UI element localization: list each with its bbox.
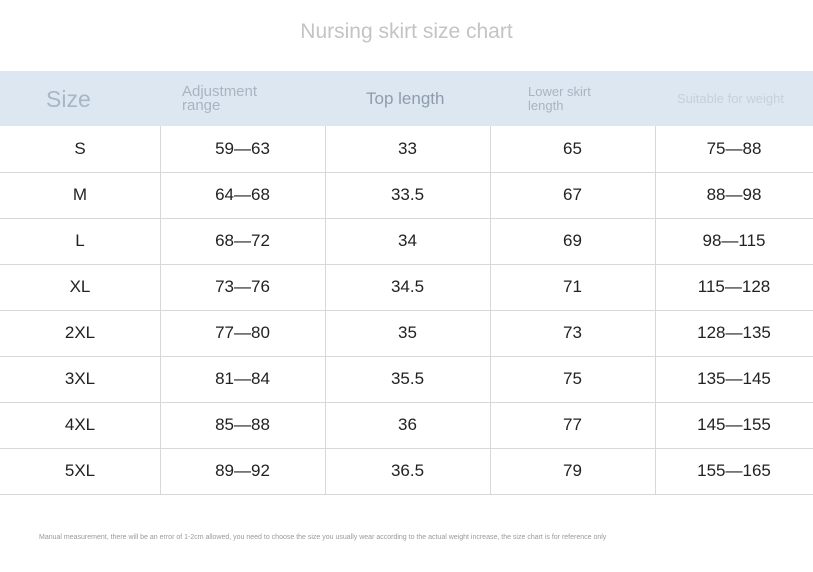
- row-divider: [0, 218, 813, 219]
- row-divider: [0, 494, 813, 495]
- table-cell: 73: [563, 323, 582, 342]
- row-divider: [0, 356, 813, 357]
- table-cell: 3XL: [64, 369, 96, 388]
- table-cell: 81—84: [215, 369, 270, 388]
- table-cell: 75: [563, 369, 582, 388]
- table-cell: 73—76: [215, 277, 270, 296]
- row-divider: [0, 310, 813, 311]
- table-cell: 135—145: [697, 369, 771, 388]
- table-cell: 128—135: [697, 323, 771, 342]
- column-divider: [325, 126, 326, 494]
- table-cell: 145—155: [697, 415, 771, 434]
- column-divider: [655, 126, 656, 494]
- table-cell: 98—115: [702, 231, 766, 250]
- column-divider: [160, 126, 161, 494]
- table-cell: 35: [398, 323, 417, 342]
- table-cell: 71: [563, 277, 582, 296]
- header-cell: Size: [46, 85, 91, 112]
- table-cell: 89—92: [215, 461, 270, 480]
- table-cell: L: [75, 231, 85, 250]
- row-divider: [0, 172, 813, 173]
- footnote: Manual measurement, there will be an err…: [39, 534, 607, 541]
- table-cell: 77—80: [215, 323, 270, 342]
- table-cell: 33.5: [390, 185, 425, 204]
- table-cell: 36: [398, 415, 417, 434]
- table-cell: 77: [563, 415, 582, 434]
- table-cell: M: [72, 185, 88, 204]
- table-cell: 68—72: [215, 231, 270, 250]
- table-cell: 67: [563, 185, 582, 204]
- table-cell: 33: [398, 139, 417, 158]
- header-cell: Top length: [366, 88, 445, 108]
- table-cell: XL: [69, 277, 91, 296]
- table-cell: 59—63: [215, 139, 270, 158]
- title: Nursing skirt size chart: [300, 20, 513, 43]
- table-cell: 69: [563, 231, 582, 250]
- table-cell: 115—128: [697, 277, 771, 296]
- table-cell: 65: [563, 139, 582, 158]
- table-cell: 155—165: [697, 461, 771, 480]
- row-divider: [0, 402, 813, 403]
- row-divider: [0, 448, 813, 449]
- table-cell: 4XL: [64, 415, 96, 434]
- table-cell: 64—68: [215, 185, 270, 204]
- table-cell: 36.5: [390, 461, 425, 480]
- table-cell: S: [74, 139, 86, 158]
- row-divider: [0, 264, 813, 265]
- column-divider: [490, 126, 491, 494]
- table-cell: 2XL: [64, 323, 96, 342]
- table-cell: 5XL: [64, 461, 96, 480]
- table-cell: 75—88: [706, 139, 762, 158]
- table-cell: 34.5: [390, 277, 425, 296]
- header-cell: Suitable for weight: [677, 90, 784, 106]
- table-cell: 34: [398, 231, 417, 250]
- header-cell: Lower skirt length: [528, 83, 591, 113]
- table-cell: 88—98: [706, 185, 762, 204]
- table-cell: 79: [563, 461, 582, 480]
- header-cell: Adjustment range: [182, 82, 258, 114]
- table-cell: 85—88: [215, 415, 270, 434]
- table-header: Size Adjustment range Top length Lower skir…: [0, 71, 813, 126]
- table-cell: 35.5: [390, 369, 425, 388]
